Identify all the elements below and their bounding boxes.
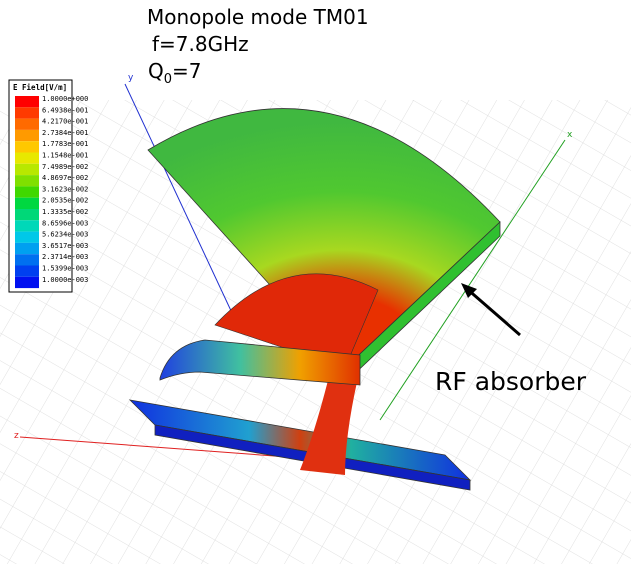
legend: E Field[V/m] 1.0000e+000 6.4938e-001 4.217…: [9, 80, 88, 292]
legend-label: 1.1548e-001: [42, 152, 88, 160]
legend-swatch: [15, 266, 39, 277]
legend-label: 2.7384e-001: [42, 129, 88, 137]
legend-label: 1.0000e-003: [42, 276, 88, 284]
legend-label: 1.0000e+000: [42, 95, 88, 103]
q-value: =7: [172, 59, 201, 83]
legend-title: E Field[V/m]: [13, 83, 67, 92]
y-axis-label: y: [128, 73, 134, 83]
q-subscript: 0: [164, 72, 172, 87]
legend-swatch: [15, 254, 39, 265]
legend-label: 7.4989e-002: [42, 163, 88, 171]
q-symbol: Q: [148, 59, 164, 83]
legend-swatch: [15, 243, 39, 254]
legend-swatch: [15, 96, 39, 107]
quality-factor: Q0=7: [148, 59, 202, 87]
legend-swatch: [15, 198, 39, 209]
legend-swatch: [15, 175, 39, 186]
legend-swatch: [15, 209, 39, 220]
legend-swatch: [15, 164, 39, 175]
annotation: RF absorber: [435, 367, 587, 396]
legend-swatch: [15, 107, 39, 118]
z-axis-label: z: [14, 431, 19, 441]
legend-label: 2.0535e-002: [42, 197, 88, 205]
field-plot: Monopole mode TM01 f=7.8GHz Q0=7 RF abso…: [0, 0, 631, 564]
legend-label: 1.5399e-003: [42, 265, 88, 273]
legend-swatch: [15, 277, 39, 288]
legend-swatch: [15, 186, 39, 197]
legend-label: 8.6596e-003: [42, 219, 88, 227]
x-axis-label: x: [567, 130, 573, 140]
legend-label: 6.4938e-001: [42, 106, 88, 114]
title: Monopole mode TM01: [147, 5, 369, 29]
legend-swatch: [15, 220, 39, 231]
screenshot: Monopole mode TM01 f=7.8GHz Q0=7 RF abso…: [0, 0, 631, 564]
legend-label: 3.1623e-002: [42, 185, 88, 193]
legend-label: 1.7783e-001: [42, 140, 88, 148]
legend-swatch: [15, 232, 39, 243]
legend-label: 1.3335e-002: [42, 208, 88, 216]
legend-swatch: [15, 130, 39, 141]
frequency: f=7.8GHz: [152, 32, 249, 56]
legend-label: 4.8697e-002: [42, 174, 88, 182]
legend-label: 2.3714e-003: [42, 253, 88, 261]
legend-swatch: [15, 119, 39, 130]
legend-label: 5.6234e-003: [42, 231, 88, 239]
legend-swatch: [15, 153, 39, 164]
legend-label: 3.6517e-003: [42, 242, 88, 250]
legend-label: 4.2170e-001: [42, 118, 88, 126]
legend-swatch: [15, 141, 39, 152]
